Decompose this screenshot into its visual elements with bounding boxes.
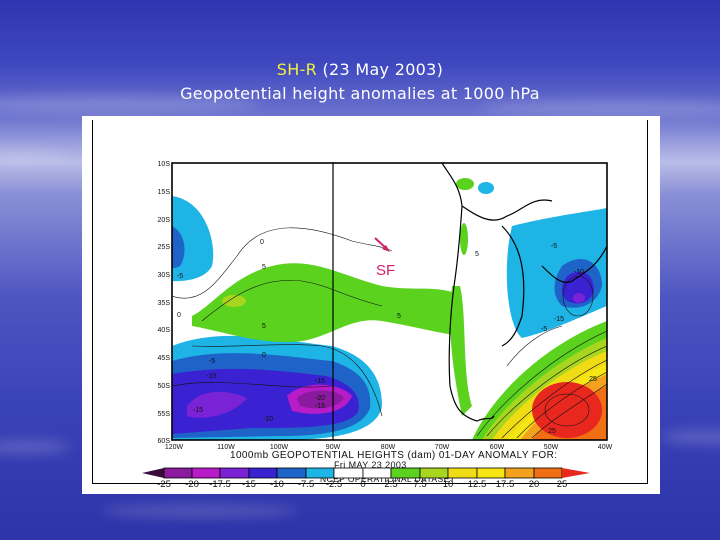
panel-frame xyxy=(92,120,648,484)
svg-text:70W: 70W xyxy=(435,444,450,451)
svg-text:100W: 100W xyxy=(270,444,289,451)
slide-title: SH-R (23 May 2003) xyxy=(0,60,720,79)
svg-text:-5: -5 xyxy=(551,243,557,250)
background-streak xyxy=(480,100,720,116)
background-streak xyxy=(0,95,260,113)
svg-text:5: 5 xyxy=(262,264,266,271)
y-axis-ticks: 10S 15S 20S 25S 30S 35S 40S 45S 50S 55S … xyxy=(158,161,171,445)
svg-text:120W: 120W xyxy=(165,444,184,451)
colorbar xyxy=(142,467,590,479)
svg-text:-20: -20 xyxy=(315,395,325,402)
anomaly-map: 10S 15S 20S 25S 30S 35S 40S 45S 50S 55S … xyxy=(158,161,613,451)
svg-text:90W: 90W xyxy=(326,444,341,451)
svg-text:40S: 40S xyxy=(158,327,171,334)
map-date: Fri MAY 23 2003 xyxy=(334,460,407,470)
svg-text:-5: -5 xyxy=(209,358,215,365)
svg-text:-10: -10 xyxy=(206,373,216,380)
svg-text:40W: 40W xyxy=(598,444,613,451)
svg-text:25: 25 xyxy=(548,428,556,435)
background-streak xyxy=(0,150,70,160)
x-axis-ticks: 120W 110W 100W 90W 80W 70W 60W 50W 40W xyxy=(165,444,613,451)
svg-text:-15: -15 xyxy=(315,378,325,385)
svg-text:5: 5 xyxy=(475,251,479,258)
svg-text:25: 25 xyxy=(589,376,597,383)
slide-subtitle: Geopotential height anomalies at 1000 hP… xyxy=(180,84,540,103)
svg-text:-15: -15 xyxy=(315,403,325,410)
svg-text:15S: 15S xyxy=(158,189,171,196)
svg-text:30S: 30S xyxy=(158,272,171,279)
svg-text:60S: 60S xyxy=(158,438,171,445)
svg-text:110W: 110W xyxy=(217,444,235,451)
svg-text:55S: 55S xyxy=(158,411,171,418)
svg-text:-5: -5 xyxy=(541,326,547,333)
svg-text:0: 0 xyxy=(260,239,264,246)
svg-text:-15: -15 xyxy=(554,316,564,323)
svg-text:20S: 20S xyxy=(158,217,171,224)
svg-text:60W: 60W xyxy=(490,444,505,451)
svg-text:35S: 35S xyxy=(158,300,171,307)
background-streak xyxy=(100,505,300,517)
title-highlight: SH-R xyxy=(276,60,318,79)
svg-text:-15: -15 xyxy=(193,407,203,414)
svg-text:0: 0 xyxy=(262,352,266,359)
background-streak xyxy=(660,430,720,444)
svg-text:50S: 50S xyxy=(158,383,171,390)
svg-text:10S: 10S xyxy=(158,161,171,168)
svg-text:-10: -10 xyxy=(263,416,273,423)
dataset-label: NCEP OPERATIONAL DATASET xyxy=(320,474,456,484)
title-date: (23 May 2003) xyxy=(317,60,444,79)
svg-text:0: 0 xyxy=(177,312,181,319)
svg-text:25S: 25S xyxy=(158,244,171,251)
svg-text:50W: 50W xyxy=(544,444,559,451)
svg-text:5: 5 xyxy=(397,313,401,320)
contour-labels: 0 0 0 -5 -5 -5 -5 -10 -10 -10 -15 -15 -1… xyxy=(177,239,597,435)
svg-text:80W: 80W xyxy=(381,444,396,451)
map-caption: 1000mb GEOPOTENTIAL HEIGHTS (dam) 01-DAY… xyxy=(230,450,558,461)
background-streak xyxy=(0,440,70,454)
svg-text:45S: 45S xyxy=(158,355,171,362)
sf-annotation: SF xyxy=(376,262,396,279)
svg-text:5: 5 xyxy=(262,323,266,330)
svg-text:-5: -5 xyxy=(177,273,183,280)
svg-text:-10: -10 xyxy=(574,269,584,276)
map-panel: 10S 15S 20S 25S 30S 35S 40S 45S 50S 55S … xyxy=(82,116,660,494)
